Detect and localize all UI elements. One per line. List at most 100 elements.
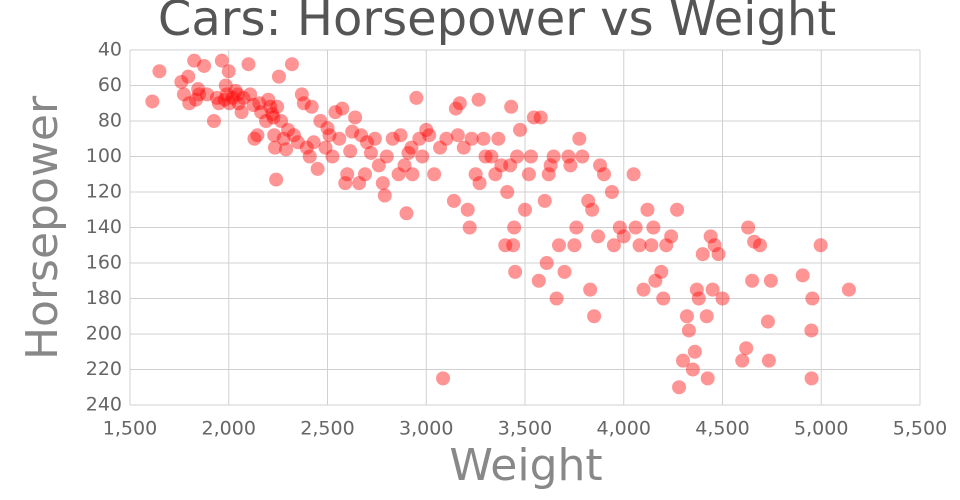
x-tick-label: 4,000 — [597, 418, 651, 440]
point — [841, 282, 856, 297]
point — [503, 158, 518, 173]
point — [294, 87, 309, 102]
point — [276, 131, 291, 146]
y-tick-label: 120 — [86, 181, 122, 203]
point — [636, 282, 651, 297]
point — [549, 291, 564, 306]
point — [286, 128, 301, 143]
y-tick-label: 80 — [98, 110, 122, 132]
point — [446, 193, 461, 208]
point — [478, 149, 493, 164]
point — [269, 172, 284, 187]
point — [211, 96, 226, 111]
point — [715, 291, 730, 306]
point — [654, 264, 669, 279]
point — [360, 135, 374, 150]
chart-title: Cars: Horsepower vs Weight — [158, 0, 836, 47]
point — [507, 220, 522, 235]
point — [332, 131, 347, 146]
point — [419, 122, 434, 137]
point — [695, 247, 710, 262]
point — [267, 128, 282, 143]
point — [747, 234, 762, 249]
y-tick-label: 180 — [86, 287, 122, 309]
x-tick-label: 3,000 — [399, 418, 453, 440]
point — [345, 124, 360, 139]
point — [494, 158, 509, 173]
point — [531, 273, 546, 288]
point — [427, 167, 442, 182]
point — [358, 167, 373, 182]
point — [533, 110, 548, 125]
x-tick-label: 5,500 — [893, 418, 947, 440]
point — [644, 238, 659, 253]
point — [583, 282, 598, 297]
point — [401, 145, 416, 160]
point — [569, 220, 584, 235]
point — [228, 83, 243, 98]
point — [391, 167, 406, 182]
y-tick-label: 60 — [98, 74, 122, 96]
y-tick-label: 140 — [86, 216, 122, 238]
point — [575, 149, 590, 164]
point — [664, 229, 679, 244]
point — [567, 238, 582, 253]
point — [325, 149, 340, 164]
point — [468, 167, 483, 182]
point — [753, 238, 768, 253]
point — [462, 220, 477, 235]
point — [456, 140, 471, 155]
point — [367, 131, 382, 146]
point — [593, 158, 608, 173]
point — [328, 105, 343, 120]
point — [616, 229, 631, 244]
point — [279, 142, 294, 157]
point — [266, 110, 281, 125]
point — [404, 140, 419, 155]
x-tick-label: 2,500 — [300, 418, 354, 440]
point — [439, 131, 454, 146]
point — [689, 282, 704, 297]
point — [247, 131, 262, 146]
point — [741, 220, 756, 235]
point — [377, 188, 392, 203]
point — [760, 314, 775, 329]
point — [508, 264, 523, 279]
point — [397, 158, 412, 173]
point — [700, 371, 715, 386]
point — [222, 96, 237, 111]
point — [313, 114, 328, 128]
y-tick-label: 160 — [86, 252, 122, 274]
point — [484, 149, 499, 164]
point — [263, 99, 278, 114]
point — [322, 128, 337, 143]
point — [231, 96, 246, 111]
point — [691, 291, 706, 306]
point — [284, 57, 299, 72]
point — [254, 105, 269, 120]
point — [348, 110, 363, 125]
point — [192, 87, 207, 102]
point — [491, 131, 506, 146]
point — [200, 87, 215, 102]
point — [234, 105, 249, 120]
point — [187, 53, 202, 68]
point — [145, 94, 160, 109]
point — [739, 341, 754, 356]
point — [543, 158, 558, 173]
point — [270, 99, 285, 114]
x-axis-label: Weight — [449, 440, 602, 491]
point — [265, 106, 280, 121]
x-tick-label: 3,500 — [498, 418, 552, 440]
point — [271, 69, 286, 84]
point — [476, 131, 491, 146]
point — [597, 167, 611, 182]
point — [219, 87, 234, 102]
point — [218, 78, 233, 93]
x-tick-label: 4,500 — [695, 418, 749, 440]
point — [707, 238, 722, 253]
point — [252, 96, 267, 111]
point — [537, 193, 552, 208]
point — [523, 149, 538, 164]
